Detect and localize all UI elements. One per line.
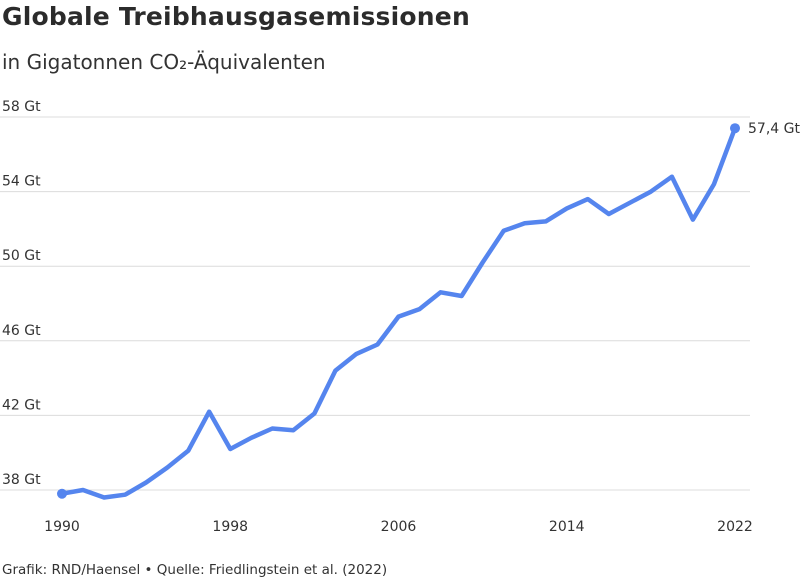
end-point-marker [730, 123, 740, 134]
y-tick-label: 58 Gt [2, 99, 41, 115]
y-tick-label: 54 Gt [2, 174, 41, 190]
y-tick-label: 38 Gt [2, 472, 41, 488]
x-tick-label: 2014 [549, 519, 585, 535]
y-tick-label: 46 Gt [2, 323, 41, 339]
x-tick-label: 1990 [44, 519, 80, 535]
x-axis-ticks: 1990 1998 2006 2014 2022 [44, 519, 753, 535]
plot-area: 57,4 Gt [57, 121, 800, 500]
x-tick-label: 2022 [717, 519, 753, 535]
y-tick-label: 42 Gt [2, 397, 41, 413]
x-tick-label: 2006 [381, 519, 417, 535]
chart-subtitle: in Gigatonnen CO₂-Äquivalenten [2, 50, 326, 74]
y-axis-ticks: 38 Gt 42 Gt 46 Gt 50 Gt 54 Gt 58 Gt [2, 99, 41, 488]
gridlines [0, 116, 750, 491]
chart-title: Globale Treibhausgasemissionen [2, 2, 470, 31]
source-note: Grafik: RND/Haensel • Quelle: Friedlings… [2, 562, 388, 578]
x-tick-label: 1998 [212, 519, 248, 535]
start-point-marker [57, 488, 67, 499]
end-value-label: 57,4 Gt [748, 121, 800, 137]
y-tick-label: 50 Gt [2, 248, 41, 264]
series-line [59, 125, 738, 500]
line-chart: 38 Gt 42 Gt 46 Gt 50 Gt 54 Gt 58 Gt 1990 1998 2… [0, 99, 800, 535]
